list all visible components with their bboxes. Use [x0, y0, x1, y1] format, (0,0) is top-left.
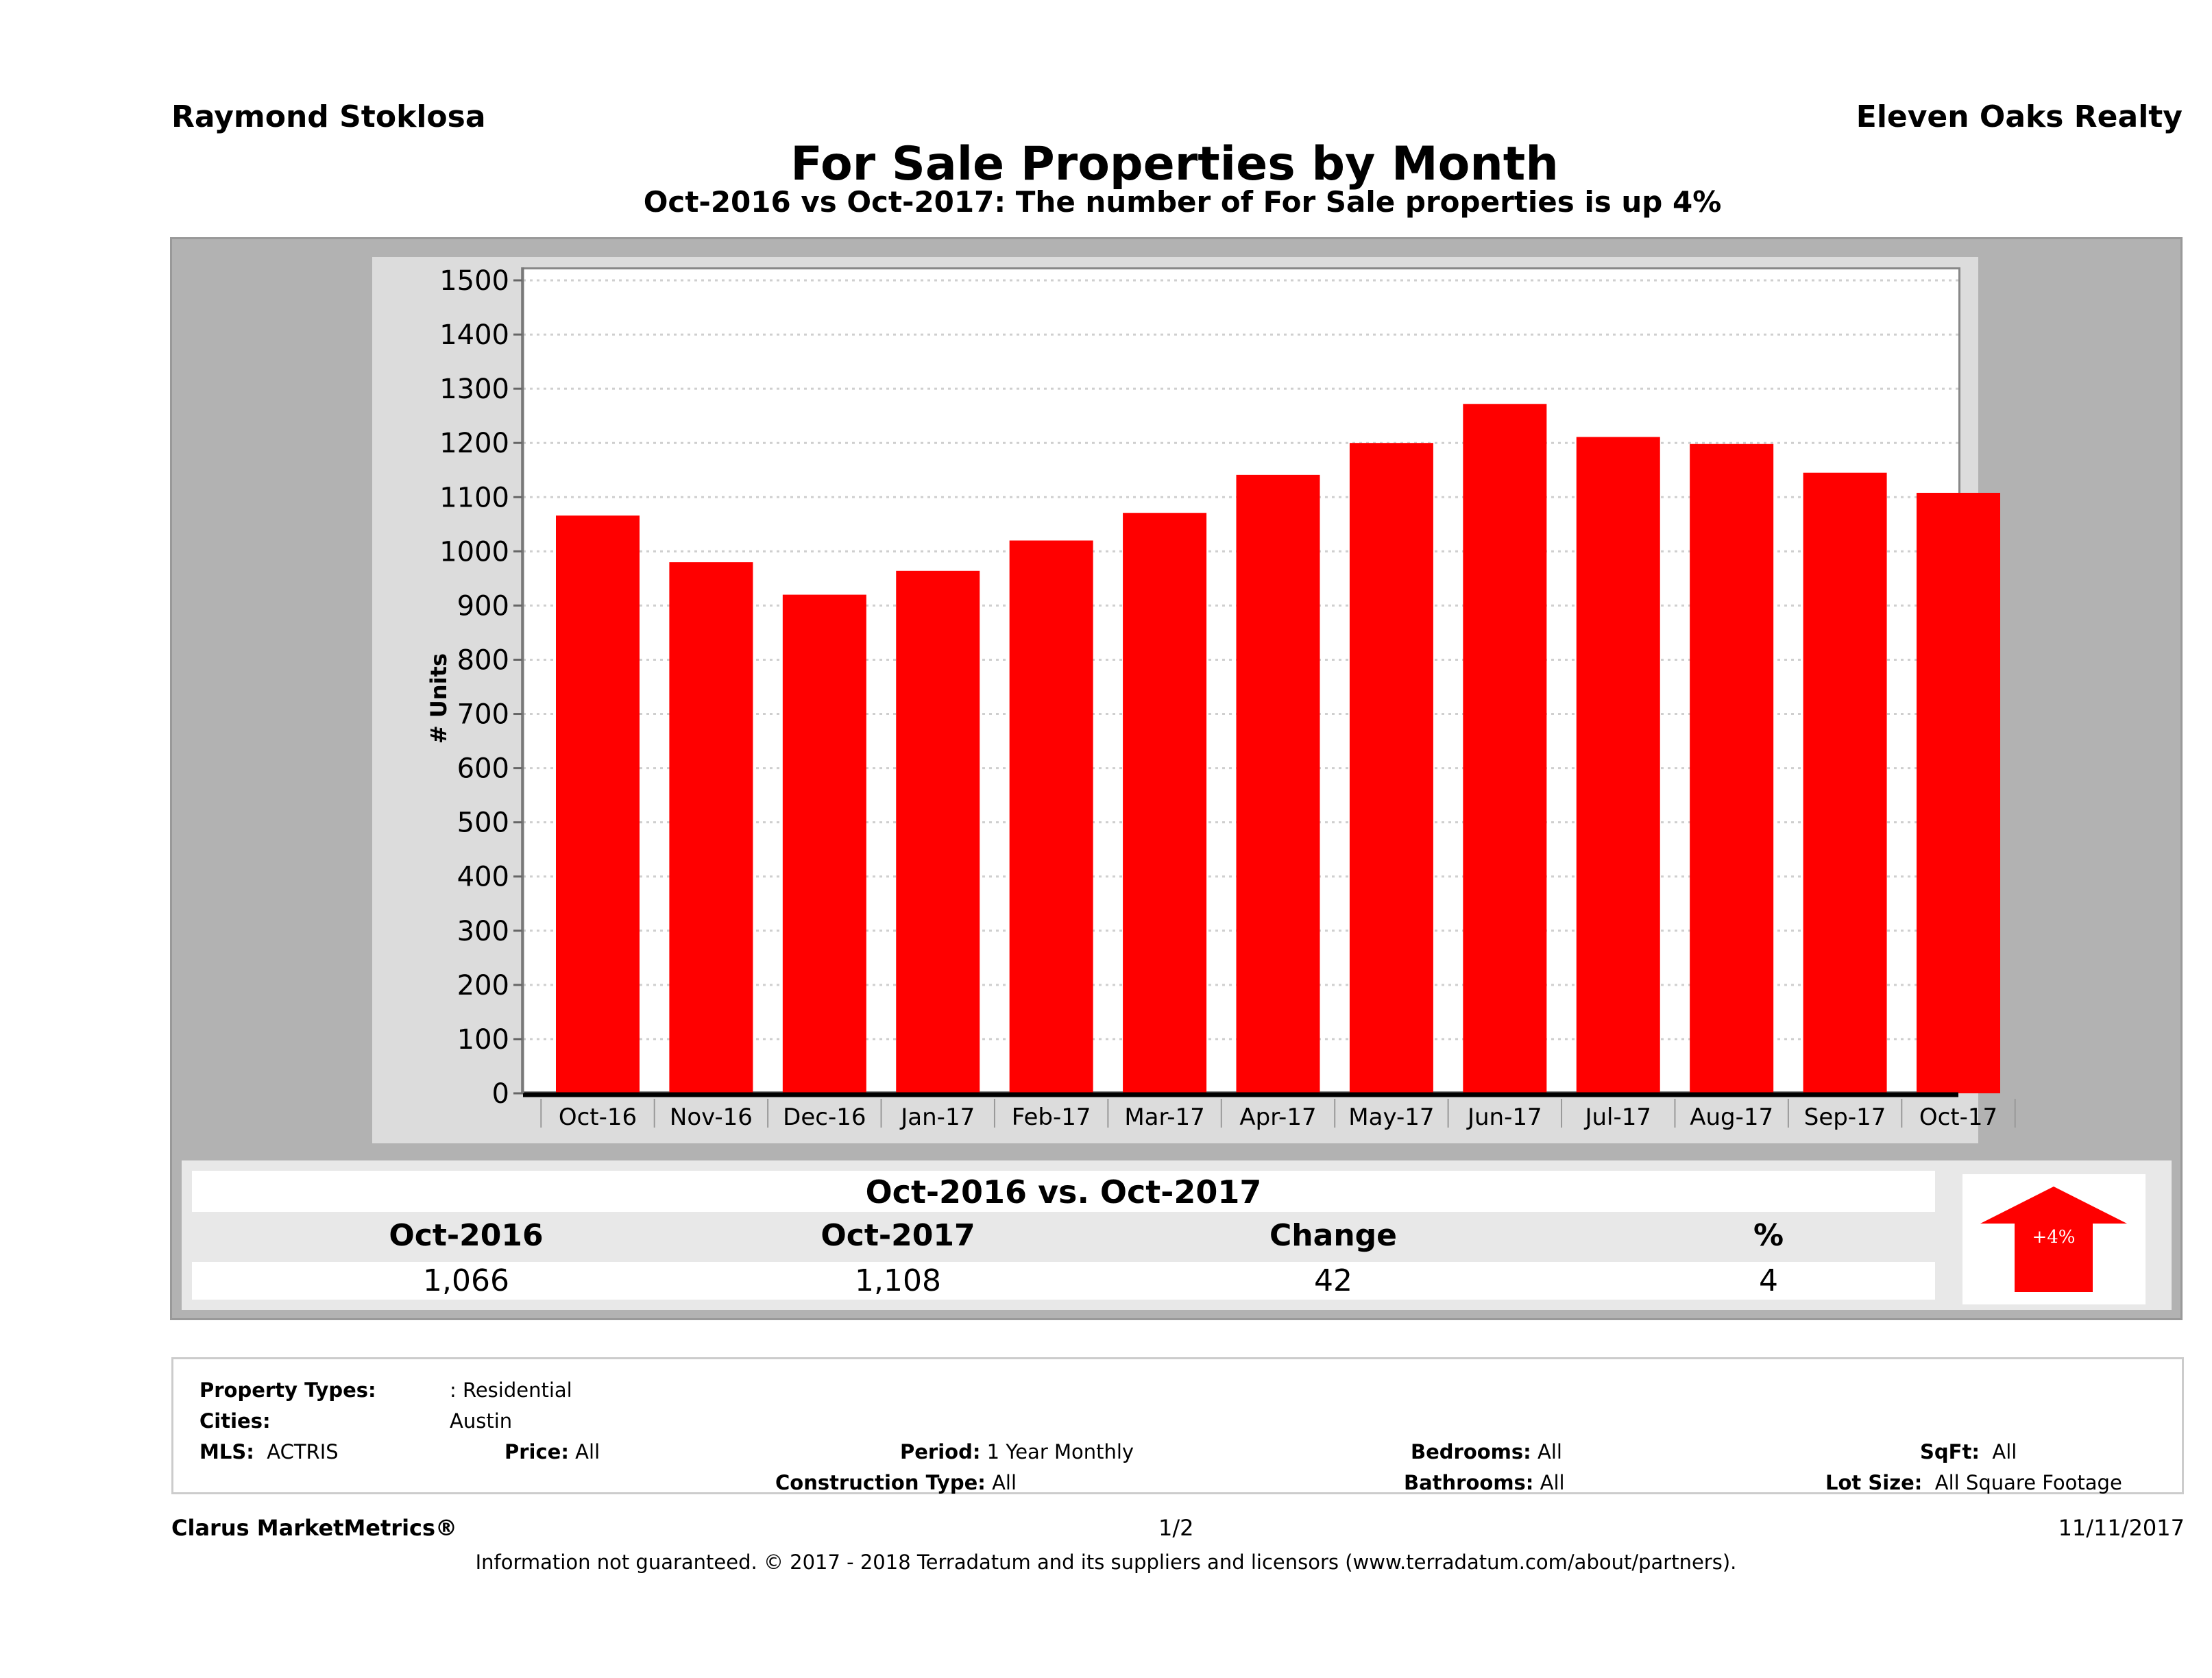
bar: [896, 570, 980, 1093]
bar: [1236, 474, 1320, 1093]
x-tick-label: Oct-17: [1919, 1104, 1997, 1131]
y-tick-label: 1100: [439, 482, 509, 513]
y-tick-label: 800: [457, 644, 509, 676]
summary-value: 1,108: [855, 1263, 941, 1298]
bar: [1009, 540, 1093, 1093]
filter-bedrooms: Bedrooms: All: [1411, 1440, 1562, 1463]
y-tick-label: 100: [457, 1024, 509, 1056]
filter-bathrooms: Bathrooms: All: [1404, 1471, 1565, 1494]
x-tick-label: Oct-16: [559, 1104, 637, 1131]
summary-header-row: Oct-2016 Oct-2017 Change %: [192, 1217, 1935, 1254]
disclaimer: Information not guaranteed. © 2017 - 201…: [475, 1551, 1737, 1574]
chart-title: For Sale Properties by Month: [790, 137, 1559, 191]
bar: [1576, 437, 1660, 1093]
summary-value-row: 1,066 1,108 42 4: [192, 1262, 1935, 1300]
page-number: 1/2: [1158, 1515, 1194, 1541]
footer-product: Clarus MarketMetrics®: [171, 1515, 458, 1541]
bar: [556, 515, 640, 1093]
bar: [1463, 404, 1547, 1093]
y-tick-label: 500: [457, 807, 509, 839]
summary-header: Oct-2016: [389, 1218, 544, 1253]
x-tick-label: Jun-17: [1466, 1104, 1542, 1131]
x-tick-label: Jul-17: [1583, 1104, 1651, 1131]
y-tick-label: 1400: [439, 319, 509, 351]
filter-property-types: Property Types:: [199, 1378, 376, 1402]
filter-construction-type: Construction Type: All: [775, 1471, 1017, 1494]
agent-name: Raymond Stoklosa: [171, 99, 486, 134]
bar: [1123, 513, 1207, 1093]
y-tick-label: 400: [457, 862, 509, 893]
summary-value: 42: [1314, 1263, 1352, 1298]
x-tick-label: Mar-17: [1124, 1104, 1205, 1131]
brokerage-name: Eleven Oaks Realty: [1856, 99, 2183, 134]
bar: [669, 562, 753, 1093]
y-tick-label: 1500: [439, 265, 509, 297]
x-tick-label: May-17: [1348, 1104, 1434, 1131]
y-tick-label: 700: [457, 699, 509, 731]
y-tick-label: 300: [457, 916, 509, 947]
filter-property-types-value: : Residential: [450, 1378, 572, 1402]
report-date: 11/11/2017: [2058, 1515, 2185, 1541]
y-tick-label: 1200: [439, 428, 509, 459]
y-tick-label: 1000: [439, 536, 509, 568]
x-tick-label: Feb-17: [1012, 1104, 1091, 1131]
up-arrow-icon: +4%: [1980, 1187, 2127, 1292]
bar: [782, 594, 866, 1093]
summary-header: %: [1753, 1218, 1784, 1253]
filter-price: Price: All: [505, 1440, 600, 1463]
y-tick-label: 600: [457, 753, 509, 785]
y-tick-label: 900: [457, 590, 509, 622]
change-badge: +4%: [1962, 1174, 2146, 1304]
filter-period: Period: 1 Year Monthly: [900, 1440, 1134, 1463]
summary-header: Oct-2017: [821, 1218, 975, 1253]
filter-lot-size: Lot Size: All Square Footage: [1825, 1471, 2122, 1494]
x-tick-label: Apr-17: [1239, 1104, 1316, 1131]
summary-title: Oct-2016 vs. Oct-2017: [192, 1171, 1935, 1212]
x-tick-label: Jan-17: [899, 1104, 975, 1131]
summary-value: 4: [1759, 1263, 1778, 1298]
change-badge-label: +4%: [2032, 1227, 2075, 1248]
bar-chart: 0 100 200 300 400 500 600 700 800 900 1000 1100 1200…: [439, 265, 2016, 1131]
y-tick-label: 1300: [439, 374, 509, 405]
summary-header: Change: [1269, 1218, 1397, 1253]
summary-value: 1,066: [423, 1263, 509, 1298]
filter-cities: Cities:: [199, 1409, 271, 1433]
bar: [1917, 492, 2000, 1093]
bar: [1349, 443, 1433, 1093]
x-tick-label: Aug-17: [1690, 1104, 1773, 1131]
report-filters: Property Types: : Residential Cities: Au…: [171, 1357, 2184, 1494]
x-tick-label: Dec-16: [783, 1104, 866, 1131]
filter-cities-value: Austin: [450, 1409, 513, 1433]
chart-subtitle: Oct-2016 vs Oct-2017: The number of For …: [643, 185, 1722, 219]
x-tick-label: Nov-16: [670, 1104, 753, 1131]
comparison-summary: Oct-2016 vs. Oct-2017 Oct-2016 Oct-2017 …: [182, 1160, 2172, 1310]
bar: [1690, 443, 1774, 1093]
x-tick-label: Sep-17: [1804, 1104, 1886, 1131]
filter-mls: MLS: ACTRIS: [199, 1440, 339, 1463]
y-tick-label: 0: [492, 1078, 509, 1110]
filter-sqft: SqFt: All: [1920, 1440, 2017, 1463]
y-tick-label: 200: [457, 970, 509, 1001]
bar: [1803, 472, 1887, 1093]
